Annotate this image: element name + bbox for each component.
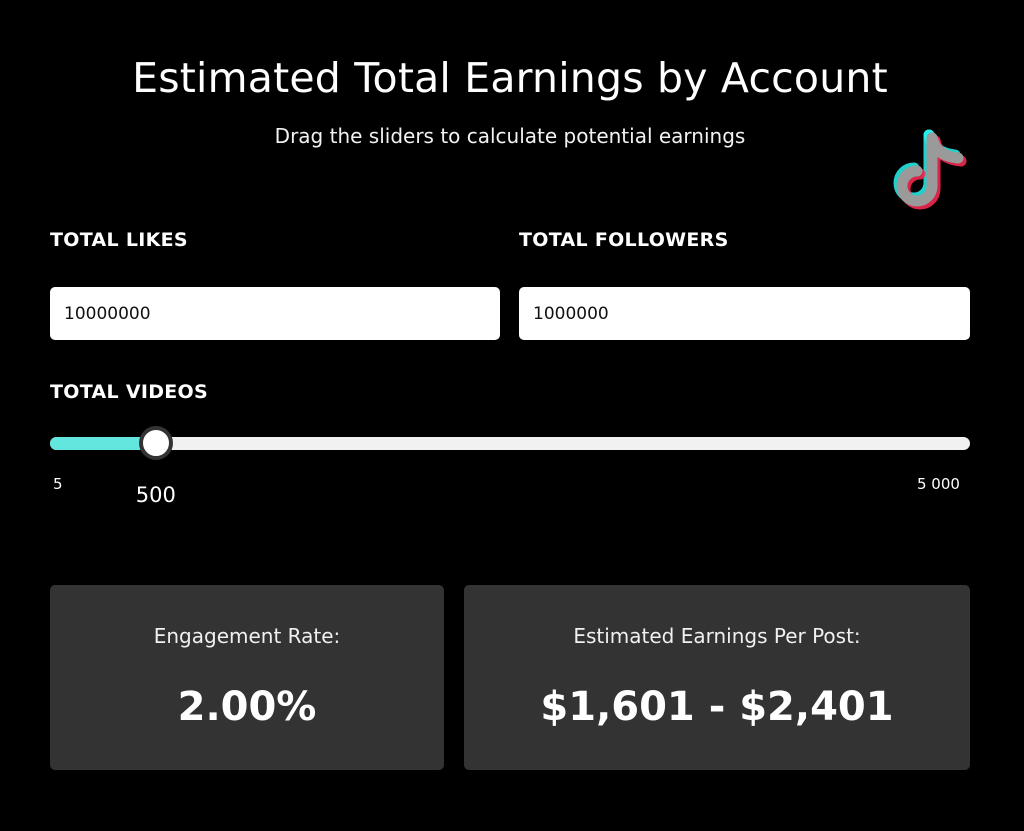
page-title: Estimated Total Earnings by Account [132,54,888,102]
videos-slider-track[interactable] [50,437,970,450]
earnings-per-post-value: $1,601 - $2,401 [540,684,894,730]
slider-value-label: 500 [135,483,176,507]
slider-max-label: 5 000 [917,475,960,493]
videos-label: TOTAL VIDEOS [50,381,208,403]
videos-slider-fill [50,437,156,450]
engagement-rate-value: 2.00% [177,684,317,730]
tiktok-logo-icon [893,129,967,210]
earnings-per-post-label: Estimated Earnings Per Post: [573,624,861,648]
videos-slider-thumb[interactable] [138,426,173,460]
likes-label: TOTAL LIKES [50,229,188,251]
engagement-rate-card: Engagement Rate: 2.00% [50,585,444,770]
slider-min-label: 5 [53,475,63,493]
engagement-rate-label: Engagement Rate: [153,624,341,648]
page-subtitle: Drag the sliders to calculate potential … [274,124,746,148]
followers-input[interactable] [519,287,970,340]
earnings-per-post-card: Estimated Earnings Per Post: $1,601 - $2… [464,585,970,770]
followers-label: TOTAL FOLLOWERS [519,229,729,251]
likes-input[interactable] [50,287,500,340]
